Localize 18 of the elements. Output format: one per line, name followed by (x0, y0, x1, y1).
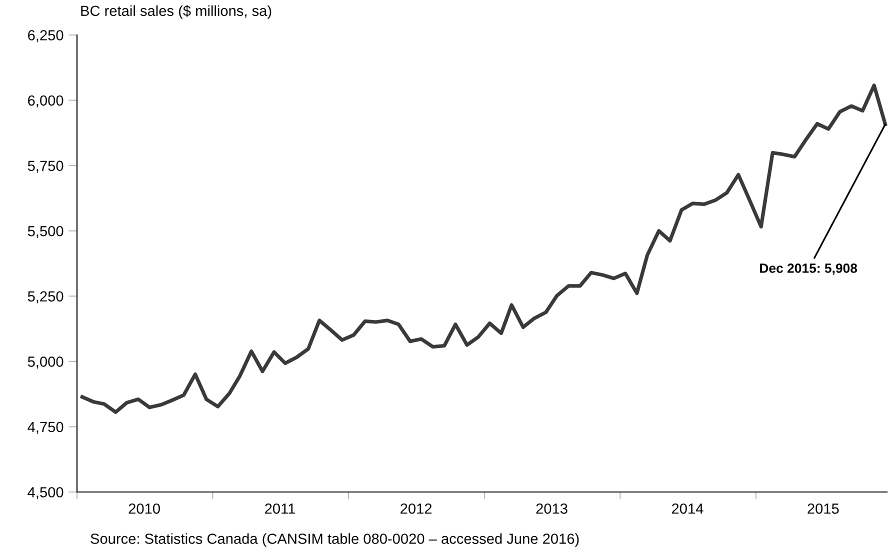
x-tick-label: 2015 (808, 503, 839, 514)
y-tick-label: 5,500 (28, 226, 64, 238)
x-tick-label: 2013 (536, 503, 568, 514)
y-tick-label: 4,750 (28, 422, 64, 434)
line-series (80, 84, 888, 414)
y-tick-label: 5,000 (28, 356, 64, 369)
annotation: Dec 2015: 5,908 (760, 264, 858, 275)
y-tick-label: 6,250 (28, 30, 64, 42)
y-tick-label: 5,250 (28, 291, 64, 304)
y-axis-title: BC retail sales ($ millions, sa) (81, 5, 272, 19)
x-tick-label: 2012 (400, 503, 432, 514)
x-tick-label: 2011 (265, 503, 295, 514)
source-note: Source: Statistics Canada (CANSIM table 080-0020 – accessed June 2016) (90, 533, 579, 547)
y-tick-label: 5,750 (28, 160, 64, 173)
x-tick-label: 2010 (128, 503, 160, 514)
y-tick-label: 4,500 (28, 487, 64, 500)
y-tick-label: 6,000 (28, 95, 64, 108)
x-tick-label: 2014 (672, 503, 704, 514)
